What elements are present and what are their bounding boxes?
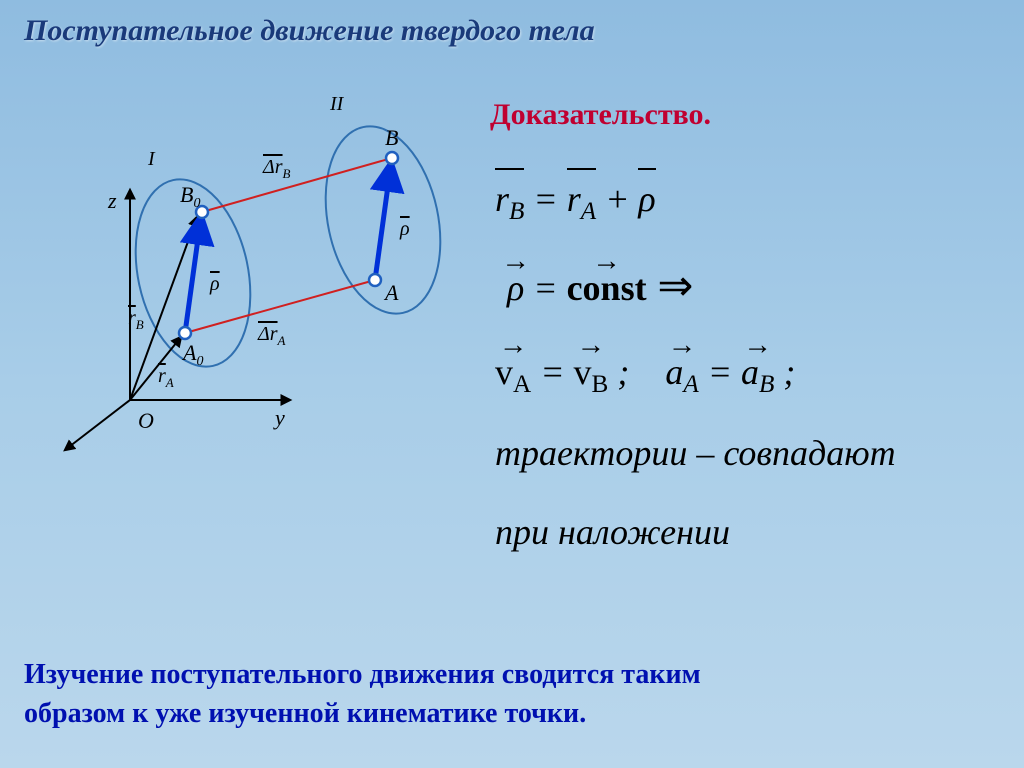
svg-text:I: I xyxy=(147,148,156,170)
rho-vectors xyxy=(185,164,391,333)
eq1: rB = rA + ρ xyxy=(495,165,896,236)
eq3: vA = vB ; aA = aB ; xyxy=(495,338,896,409)
equations-block: rB = rA + ρ ρ = const ⇒ vA = vB ; aA = a… xyxy=(495,165,896,576)
footer-line2: образом к уже изученной кинематике точки… xyxy=(24,694,1004,733)
footer-text: Изучение поступательного движения сводит… xyxy=(24,655,1004,733)
svg-text:rA: rA xyxy=(158,365,174,390)
svg-text:y: y xyxy=(273,405,285,430)
axes xyxy=(65,190,290,450)
footer-line1: Изучение поступательного движения сводит… xyxy=(24,655,1004,694)
svg-text:A0: A0 xyxy=(181,340,203,369)
eq2: ρ = const ⇒ xyxy=(507,246,896,328)
svg-text:B: B xyxy=(385,125,398,150)
svg-text:B0: B0 xyxy=(180,182,200,211)
svg-text:O: O xyxy=(138,408,154,433)
displacement-lines xyxy=(185,158,392,333)
translational-diagram: x y z O I II B A B0 A0 rB rA ΔrB ΔrA ρ ρ xyxy=(30,80,480,465)
svg-text:A: A xyxy=(383,280,399,305)
svg-text:ΔrB: ΔrB xyxy=(262,156,291,181)
svg-text:ΔrA: ΔrA xyxy=(257,323,286,348)
svg-text:x: x xyxy=(67,455,78,460)
point-labels: B A B0 A0 xyxy=(180,125,399,369)
vector-labels: rB rA ΔrB ΔrA ρ ρ xyxy=(128,156,410,390)
trajectory-line1: траектории – совпадают xyxy=(495,419,896,487)
svg-text:rB: rB xyxy=(128,307,144,332)
svg-text:z: z xyxy=(107,188,117,213)
page-title: Поступательное движение твердого тела xyxy=(24,14,595,48)
svg-text:ρ: ρ xyxy=(209,273,220,295)
trajectory-line2: при наложении xyxy=(495,498,896,566)
svg-text:II: II xyxy=(329,93,345,115)
labels: x y z O xyxy=(67,188,285,460)
position-numerals: I II xyxy=(147,93,345,170)
svg-text:ρ: ρ xyxy=(399,218,410,240)
proof-label: Доказательство. xyxy=(490,98,711,132)
